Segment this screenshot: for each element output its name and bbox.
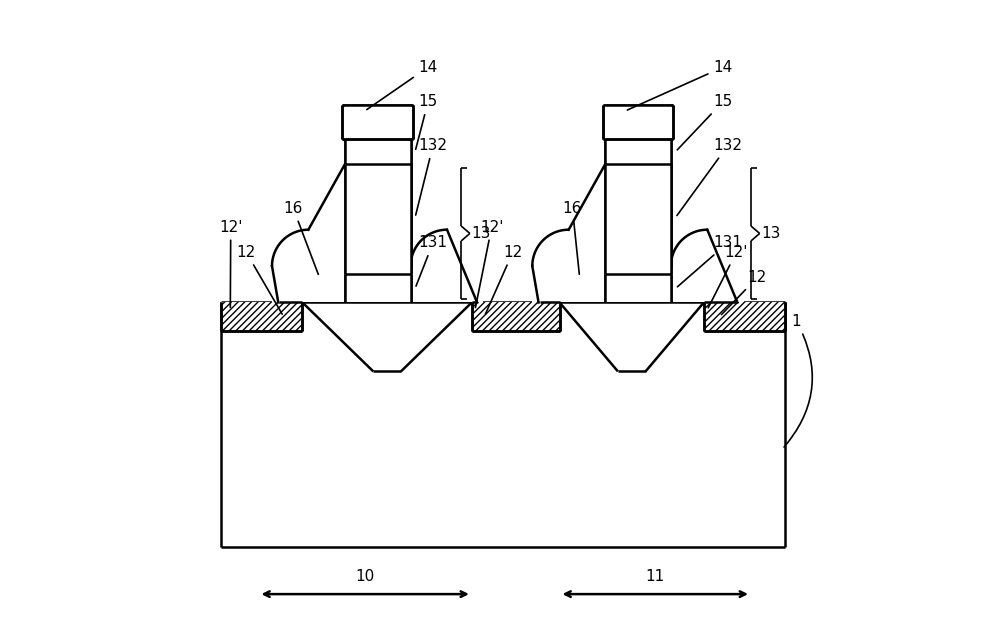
- Bar: [345, 105, 411, 302]
- Bar: [472, 302, 560, 331]
- Text: 131: 131: [416, 236, 447, 286]
- Bar: [605, 105, 671, 302]
- Text: 132: 132: [416, 138, 447, 215]
- Text: 1: 1: [784, 314, 812, 447]
- Bar: [411, 164, 483, 302]
- Bar: [704, 302, 785, 331]
- Text: 16: 16: [563, 201, 582, 274]
- Text: 12': 12': [708, 245, 748, 308]
- Text: 15: 15: [416, 94, 438, 149]
- Bar: [704, 302, 785, 331]
- Text: 132: 132: [677, 138, 742, 215]
- Text: 11: 11: [646, 569, 665, 584]
- Bar: [472, 302, 560, 331]
- Bar: [472, 302, 560, 331]
- Bar: [671, 164, 744, 302]
- Text: 12: 12: [485, 245, 522, 314]
- Bar: [221, 302, 302, 331]
- Text: 12': 12': [475, 220, 503, 307]
- Bar: [704, 302, 785, 331]
- Text: 15: 15: [677, 94, 733, 150]
- Bar: [221, 302, 302, 331]
- Bar: [605, 105, 671, 302]
- Bar: [532, 164, 605, 302]
- Bar: [472, 302, 560, 331]
- Text: 131: 131: [677, 236, 742, 287]
- Text: 12': 12': [219, 220, 243, 307]
- Text: 13: 13: [762, 226, 781, 241]
- Text: 16: 16: [284, 201, 318, 275]
- Text: 12: 12: [721, 270, 767, 314]
- Bar: [704, 302, 785, 331]
- Text: 14: 14: [627, 60, 733, 110]
- Bar: [221, 302, 302, 331]
- Bar: [272, 164, 345, 302]
- Text: 12: 12: [237, 245, 282, 314]
- Text: 10: 10: [356, 569, 375, 584]
- Text: 13: 13: [472, 226, 491, 241]
- Bar: [345, 105, 411, 302]
- Text: 14: 14: [367, 60, 438, 110]
- Bar: [221, 302, 302, 331]
